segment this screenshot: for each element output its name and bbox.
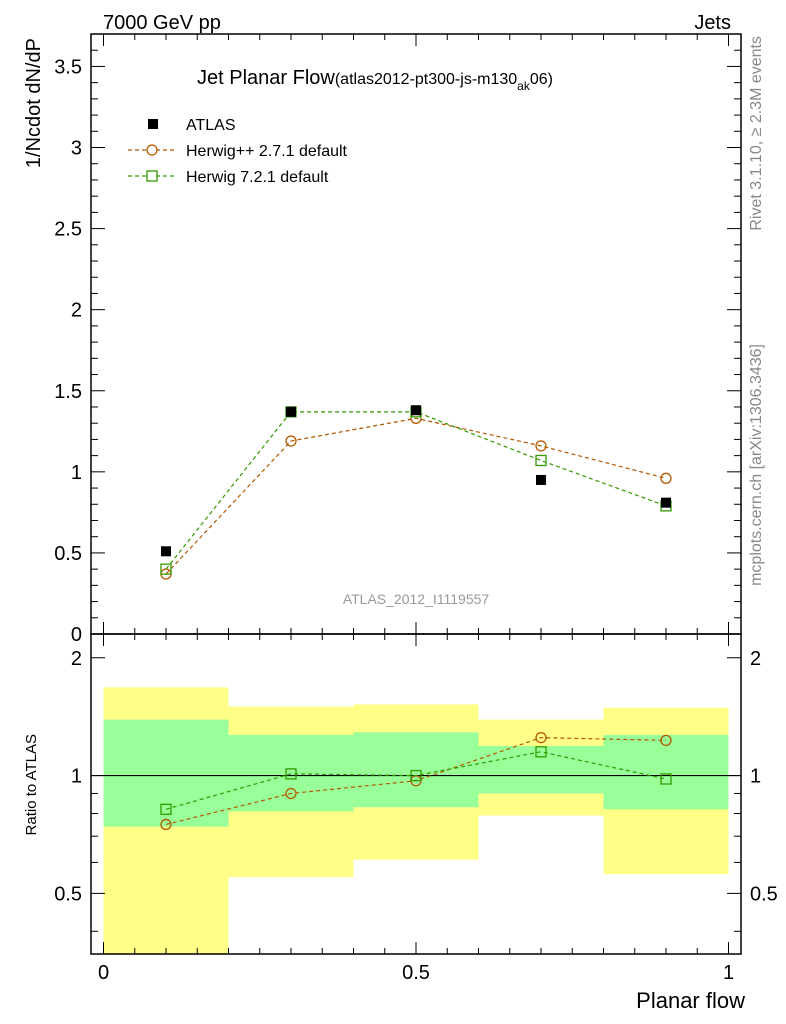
title-subscript: ak — [517, 79, 531, 93]
ratio-band-inner — [103, 719, 229, 827]
legend-atlas-label: ATLAS — [186, 117, 236, 134]
ratio-herwig7-point — [285, 768, 297, 780]
series-layer — [160, 405, 672, 831]
legend: ATLAS Herwig++ 2.7.1 default Herwig 7.2.… — [128, 117, 348, 186]
herwigpp-point — [535, 440, 547, 452]
herwig7-point — [535, 454, 547, 467]
y-tick-label: 3.5 — [54, 56, 82, 78]
title-sub-suffix: 06) — [530, 71, 553, 88]
legend-herwigpp-label: Herwig++ 2.7.1 default — [186, 143, 348, 160]
ratio-y-tick-label-right: 0.5 — [750, 883, 778, 905]
header-right: Jets — [694, 12, 731, 34]
ratio-band-inner — [228, 734, 354, 812]
y-tick-label: 0 — [71, 624, 82, 646]
herwigpp-line — [165, 417, 667, 575]
ratio-herwigpp-point — [660, 734, 672, 747]
y-axis-label-main: 1/Ncdot dN/dP — [23, 38, 45, 168]
herwig7-line — [165, 411, 667, 570]
legend-herwig7-marker — [146, 170, 158, 182]
atlas-point — [661, 497, 671, 508]
ratio-herwig7-point — [410, 769, 422, 782]
ratio-band-inner — [353, 732, 479, 808]
x-tick-label: 1 — [723, 962, 734, 984]
y-tick-label: 2 — [71, 300, 82, 322]
atlas-point — [536, 474, 546, 485]
title-sub: (atlas2012-pt300-js-m130 — [335, 71, 517, 88]
side-text-mcplots: mcplots.cern.ch [arXiv:1306.3436] — [748, 344, 765, 586]
ratio-band-inner — [603, 734, 729, 810]
side-text-rivet: Rivet 3.1.10, ≥ 2.3M events — [748, 36, 765, 231]
atlas-point — [411, 405, 421, 416]
x-tick-label: 0 — [98, 962, 109, 984]
legend-herwig7-label: Herwig 7.2.1 default — [186, 169, 329, 186]
x-tick-label: 0.5 — [402, 962, 430, 984]
herwigpp-point — [285, 435, 297, 447]
ratio-y-tick-label: 2 — [71, 648, 82, 670]
atlas-point — [286, 406, 296, 417]
ratio-y-tick-label-right: 1 — [750, 766, 761, 788]
ratio-herwigpp-point — [285, 787, 297, 800]
axes-ticks: 0 0.5 1 0 0.5 1 1.5 2 2.5 3 3.5 0.5 0.5 1 1 2 2 — [54, 34, 778, 984]
y-tick-label: 1 — [71, 462, 82, 484]
ratio-herwigpp-point — [160, 818, 172, 831]
y-tick-label: 1.5 — [54, 381, 82, 403]
legend-atlas-marker — [148, 119, 158, 129]
x-axis-label: Planar flow — [636, 988, 745, 1013]
ratio-herwigpp-point — [535, 731, 547, 744]
ratio-herwig7-point — [160, 803, 172, 815]
y-tick-label: 3 — [71, 138, 82, 160]
y-axis-label-ratio: Ratio to ATLAS — [23, 734, 40, 835]
ratio-y-tick-label-right: 2 — [750, 648, 761, 670]
ratio-y-tick-label: 0.5 — [54, 883, 82, 905]
ratio-band-inner — [478, 746, 604, 794]
ratio-y-tick-label: 1 — [71, 766, 82, 788]
title-main: Jet Planar Flow — [197, 67, 335, 89]
ratio-plot-frame — [90, 633, 742, 955]
ratio-herwig7-point — [660, 773, 672, 785]
ratio-herwig7-line — [165, 751, 667, 810]
herwig7-point — [160, 563, 172, 575]
y-tick-label: 0.5 — [54, 543, 82, 565]
atlas-point — [161, 546, 171, 557]
plot-title: Jet Planar Flow(atlas2012-pt300-js-m130a… — [197, 67, 553, 93]
watermark: ATLAS_2012_I1119557 — [343, 591, 490, 607]
ratio-herwig7-point — [535, 746, 547, 758]
herwigpp-point — [660, 472, 672, 484]
header-left: 7000 GeV pp — [103, 12, 221, 34]
ratio-bands — [91, 687, 741, 954]
legend-herwigpp-marker — [146, 144, 158, 156]
y-tick-label: 2.5 — [54, 219, 82, 241]
